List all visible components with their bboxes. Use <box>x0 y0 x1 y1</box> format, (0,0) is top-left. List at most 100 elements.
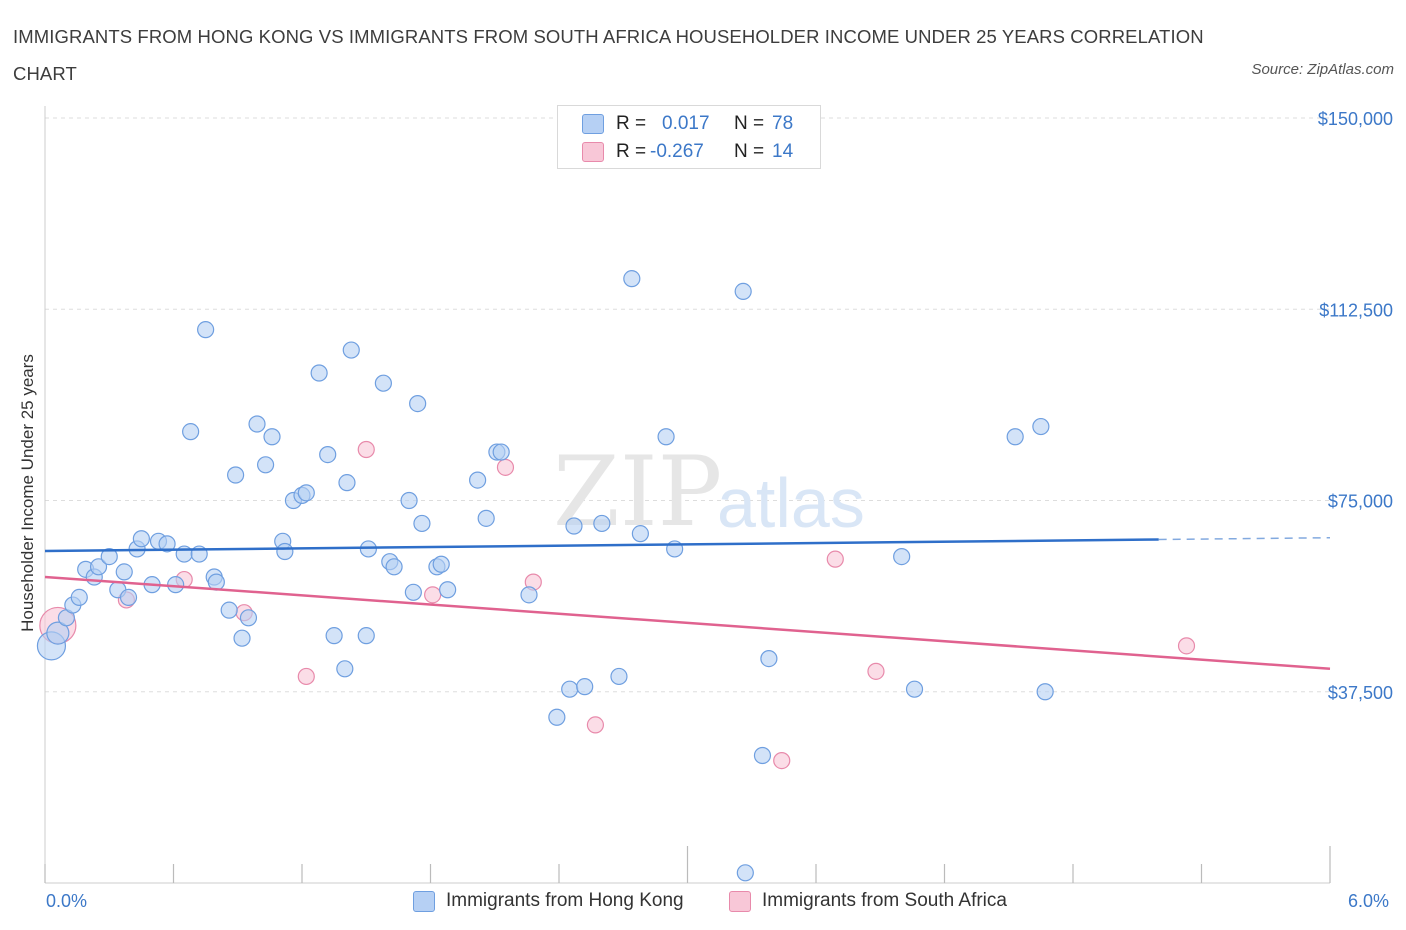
hong-kong-point <box>46 621 70 645</box>
hong-kong-point <box>905 680 924 698</box>
south-africa-point <box>357 440 375 459</box>
correlation-legend: R = 0.017 N = 78 R = -0.267 N = 14 <box>557 105 821 169</box>
trend-lines <box>44 536 1331 671</box>
hong-kong-point <box>325 627 343 645</box>
hong-kong-point <box>404 583 422 601</box>
hong-kong-point <box>233 629 251 647</box>
south-africa-point <box>1177 637 1196 655</box>
hong-kong-point <box>492 443 510 461</box>
hong-kong-point <box>227 466 245 484</box>
hong-kong-point <box>548 708 566 726</box>
hong-kong-point <box>336 660 354 678</box>
hong-kong-point <box>753 746 772 765</box>
chart-title: IMMIGRANTS FROM HONG KONG VS IMMIGRANTS … <box>13 26 1204 84</box>
hong-kong-point <box>256 456 275 474</box>
south-africa-point <box>297 667 315 686</box>
legend-r-label: R = <box>616 113 647 134</box>
legend-n-label: N = <box>734 113 765 134</box>
south-africa-point <box>826 550 844 568</box>
pink-swatch-icon <box>582 142 604 162</box>
hong-kong-point <box>248 415 266 433</box>
grid-lines <box>45 117 1330 693</box>
y-tick-label: $37,500 <box>1328 683 1393 703</box>
hong-kong-point <box>263 428 281 446</box>
hong-kong-point <box>115 563 133 581</box>
hong-kong-point <box>276 542 294 561</box>
hong-kong-point <box>631 525 649 543</box>
south-africa-trend-line <box>44 575 1331 671</box>
y-tick-label: $150,000 <box>1318 109 1393 129</box>
hong-kong-point <box>220 601 238 619</box>
hong-kong-point <box>100 547 118 566</box>
bottom-legend-label: Immigrants from South Africa <box>762 890 1007 911</box>
watermark: ZIP atlas <box>553 436 865 548</box>
south-africa-point <box>773 751 791 770</box>
hong-kong-trend-line <box>44 538 1159 553</box>
hong-kong-point <box>736 864 754 882</box>
hong-kong-point <box>760 649 778 668</box>
watermark-atlas: atlas <box>717 464 865 542</box>
hong-kong-point <box>338 474 356 492</box>
hong-kong-point <box>520 586 538 604</box>
hong-kong-point <box>297 484 315 502</box>
south-africa-point <box>586 716 605 734</box>
hong-kong-point <box>374 374 392 392</box>
legend-r-label: R = <box>616 141 647 162</box>
hong-kong-point <box>310 364 328 382</box>
hong-kong-point <box>893 547 911 566</box>
pink-swatch-icon <box>729 891 751 912</box>
hong-kong-point <box>70 588 88 607</box>
x-tick-label-min: 0.0% <box>46 891 88 911</box>
y-tick-labels: $37,500 $75,000 $112,500 $150,000 <box>1318 109 1393 703</box>
hong-kong-point <box>132 530 150 548</box>
blue-swatch-icon <box>582 114 604 134</box>
legend-n-label: N = <box>734 141 765 162</box>
hong-kong-point <box>1036 683 1054 701</box>
source-credit: Source: ZipAtlas.com <box>1251 61 1394 78</box>
legend-n-value: 14 <box>772 141 794 162</box>
hong-kong-point <box>439 581 457 599</box>
hong-kong-point <box>385 558 403 576</box>
south-africa-point <box>424 586 442 604</box>
hong-kong-point <box>623 270 641 288</box>
south-africa-point <box>867 662 885 680</box>
hong-kong-point <box>197 321 215 339</box>
hong-kong-point <box>734 282 752 300</box>
legend-r-value: 0.017 <box>662 113 710 134</box>
hong-kong-point <box>432 555 450 573</box>
hong-kong-point <box>477 509 495 527</box>
hong-kong-point <box>1006 428 1024 446</box>
hong-kong-point <box>89 558 108 576</box>
hong-kong-point <box>413 514 431 533</box>
legend-r-value: -0.267 <box>650 141 704 162</box>
hong-kong-point <box>469 471 487 489</box>
hong-kong-point <box>593 514 611 533</box>
blue-swatch-icon <box>413 891 435 912</box>
south-africa-point <box>496 458 515 476</box>
hong-kong-point <box>239 609 258 627</box>
hong-kong-point <box>610 667 628 686</box>
hong-kong-point <box>158 535 176 553</box>
hong-kong-point <box>565 517 583 535</box>
hong-kong-point <box>182 423 200 441</box>
hong-kong-point <box>409 395 427 413</box>
hong-kong-point <box>342 341 360 359</box>
hong-kong-point <box>400 491 418 510</box>
hong-kong-point <box>1032 417 1050 436</box>
hong-kong-point <box>167 576 185 594</box>
hong-kong-point <box>119 588 138 607</box>
hong-kong-points <box>36 270 1054 882</box>
x-tick-label-max: 6.0% <box>1348 891 1390 911</box>
hong-kong-point <box>576 678 594 696</box>
bottom-legend-label: Immigrants from Hong Kong <box>446 890 684 911</box>
legend-n-value: 78 <box>772 113 794 134</box>
hong-kong-point <box>357 627 375 645</box>
axes <box>44 106 1331 884</box>
hong-kong-point <box>561 680 579 698</box>
hong-kong-point <box>319 446 337 464</box>
hong-kong-point <box>657 428 675 446</box>
y-tick-label: $112,500 <box>1319 300 1393 320</box>
y-tick-label: $75,000 <box>1328 492 1393 512</box>
hong-kong-trend-extension <box>1158 536 1331 541</box>
